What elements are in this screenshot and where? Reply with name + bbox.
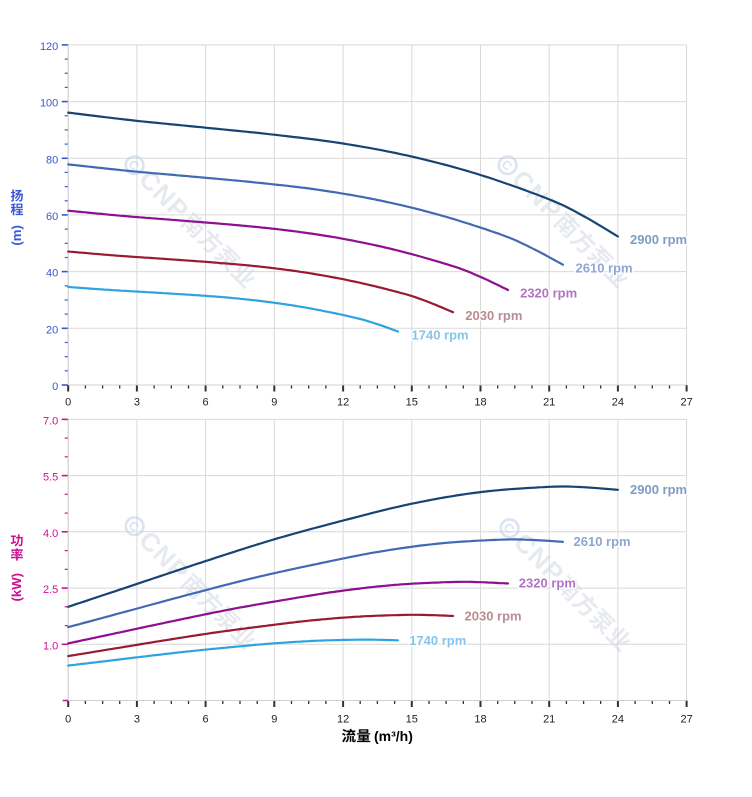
svg-text:2610 rpm: 2610 rpm: [574, 534, 631, 549]
svg-text:4.0: 4.0: [43, 528, 58, 540]
svg-text:27: 27: [680, 396, 692, 408]
svg-text:24: 24: [612, 713, 624, 725]
svg-text:6: 6: [203, 396, 209, 408]
svg-text:1740 rpm: 1740 rpm: [409, 633, 466, 648]
svg-text:2030 rpm: 2030 rpm: [465, 608, 522, 623]
svg-text:0: 0: [52, 381, 58, 393]
svg-text:15: 15: [406, 396, 418, 408]
svg-text:(m): (m): [9, 225, 24, 246]
svg-text:20: 20: [46, 324, 58, 336]
svg-text:21: 21: [543, 396, 555, 408]
svg-text:15: 15: [406, 713, 418, 725]
svg-text:3: 3: [134, 396, 140, 408]
svg-text:24: 24: [612, 396, 624, 408]
svg-text:2.5: 2.5: [43, 584, 58, 596]
svg-text:2900 rpm: 2900 rpm: [630, 482, 687, 497]
svg-text:2320 rpm: 2320 rpm: [520, 285, 577, 300]
svg-text:120: 120: [40, 41, 58, 53]
svg-text:60: 60: [46, 211, 58, 223]
svg-text:40: 40: [46, 268, 58, 280]
svg-text:2610 rpm: 2610 rpm: [576, 261, 633, 276]
svg-text:2030 rpm: 2030 rpm: [465, 308, 522, 323]
svg-text:27: 27: [680, 713, 692, 725]
svg-text:18: 18: [474, 396, 486, 408]
svg-text:100: 100: [40, 98, 58, 110]
svg-text:0: 0: [65, 396, 71, 408]
svg-text:(m³/h): (m³/h): [374, 728, 413, 744]
svg-text:0: 0: [65, 713, 71, 725]
svg-text:18: 18: [474, 713, 486, 725]
svg-text:1740 rpm: 1740 rpm: [412, 328, 469, 343]
svg-text:9: 9: [271, 396, 277, 408]
svg-text:80: 80: [46, 154, 58, 166]
svg-text:5.5: 5.5: [43, 472, 58, 484]
svg-text:7.0: 7.0: [43, 416, 58, 428]
svg-text:21: 21: [543, 713, 555, 725]
svg-text:6: 6: [203, 713, 209, 725]
svg-text:12: 12: [337, 713, 349, 725]
svg-text:2320 rpm: 2320 rpm: [519, 575, 576, 590]
svg-text:2900 rpm: 2900 rpm: [630, 232, 687, 247]
svg-text:3: 3: [134, 713, 140, 725]
svg-text:1.0: 1.0: [43, 640, 58, 652]
svg-text:9: 9: [271, 713, 277, 725]
svg-text:12: 12: [337, 396, 349, 408]
svg-text:(kW): (kW): [9, 573, 24, 602]
